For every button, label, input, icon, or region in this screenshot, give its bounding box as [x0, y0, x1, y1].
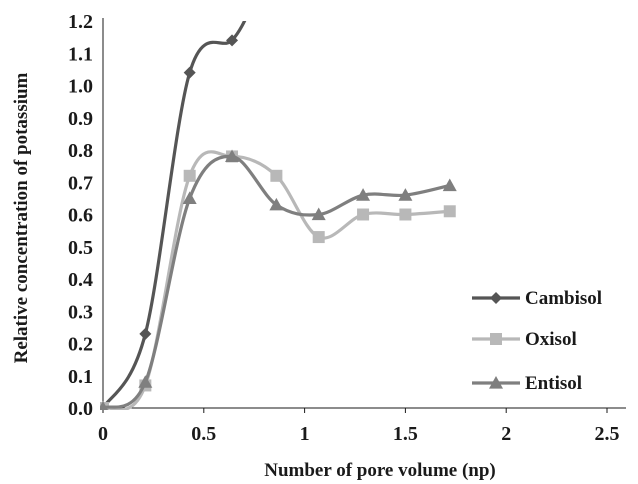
y-tick-label: 1.2	[68, 11, 93, 33]
data-point-oxisol	[443, 205, 456, 218]
legend: Cambisol Oxisol Entisol	[472, 288, 602, 394]
series-line-entisol	[101, 154, 452, 410]
y-tick-label: 0.1	[68, 366, 93, 388]
data-point-cambisol	[226, 34, 239, 47]
x-tick-labels: 0 0.5 1 1.5 2 2.5	[98, 408, 620, 445]
x-tick-label: 2.5	[595, 423, 620, 445]
legend-label: Cambisol	[525, 288, 602, 309]
x-tick-label: 1	[300, 423, 310, 445]
y-tick-label: 0.3	[68, 301, 93, 323]
y-tick-label: 1.0	[68, 76, 93, 98]
data-point-oxisol	[270, 169, 283, 182]
data-point-cambisol	[139, 327, 152, 340]
legend-marker	[490, 292, 502, 304]
y-tick-label: 0.4	[68, 269, 93, 291]
x-tick-label: 0	[98, 423, 108, 445]
data-point-cambisol	[183, 66, 196, 79]
data-point-entisol	[269, 197, 284, 211]
y-tick-labels: 0.0 0.1 0.2 0.3 0.4 0.5 0.6 0.7 0.8 0.9 1.0 1.1 1.2	[68, 11, 93, 420]
data-point-oxisol	[312, 231, 325, 244]
legend-marker	[489, 376, 503, 389]
legend-marker	[490, 333, 502, 345]
y-tick-label: 0.0	[68, 398, 93, 420]
series-cambisol	[100, 0, 258, 410]
legend-item-oxisol: Oxisol	[472, 329, 577, 350]
data-point-entisol	[100, 401, 108, 410]
data-point-entisol	[138, 375, 153, 388]
x-tick-label: 2	[501, 423, 511, 445]
y-tick-label: 0.8	[68, 140, 93, 162]
legend-label: Oxisol	[525, 329, 577, 350]
data-point-cambisol	[246, 0, 258, 11]
legend-item-entisol: Entisol	[472, 373, 582, 394]
series-layer	[100, 0, 457, 410]
legend-item-cambisol: Cambisol	[472, 288, 602, 309]
data-point-entisol	[182, 191, 197, 204]
x-axis-title: Number of pore volume (np)	[264, 460, 496, 481]
data-point-entisol	[356, 188, 371, 201]
data-point-oxisol	[399, 208, 412, 221]
data-point-oxisol	[183, 169, 196, 182]
data-point-entisol	[442, 178, 457, 192]
y-tick-label: 1.1	[68, 43, 93, 65]
data-point-entisol	[225, 149, 240, 163]
legend-label: Entisol	[525, 373, 582, 394]
data-point-entisol	[398, 188, 413, 201]
y-tick-label: 0.9	[68, 108, 93, 130]
y-tick-label: 0.2	[68, 334, 93, 356]
series-oxisol	[100, 150, 456, 410]
series-entisol	[100, 149, 457, 410]
series-line-cambisol	[101, 21, 247, 410]
data-point-oxisol	[357, 208, 370, 221]
data-point-entisol	[311, 207, 326, 221]
x-tick-label: 0.5	[191, 423, 216, 445]
y-tick-label: 0.7	[68, 172, 93, 194]
y-tick-label: 0.6	[68, 205, 93, 227]
y-axis-title: Relative concentration of potassium	[11, 72, 32, 363]
y-tick-label: 0.5	[68, 237, 93, 259]
x-tick-label: 1.5	[393, 423, 418, 445]
